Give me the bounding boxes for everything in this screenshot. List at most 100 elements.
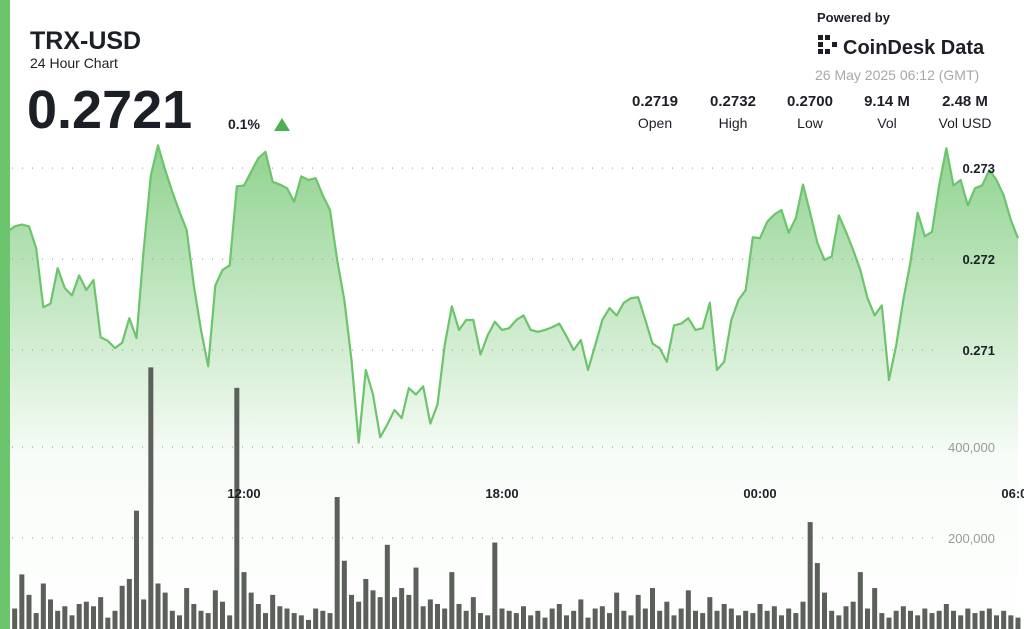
y-tick-label: 0.271 — [962, 343, 995, 358]
volume-bar — [800, 601, 806, 629]
volume-bar — [671, 615, 677, 629]
accent-strip — [0, 0, 10, 629]
volume-bar — [621, 610, 627, 629]
volume-bar — [979, 610, 985, 629]
stat-value: 0.2719 — [632, 93, 678, 110]
volume-bar — [420, 606, 426, 629]
volume-bar — [55, 610, 61, 629]
volume-bar — [757, 603, 763, 629]
volume-bar — [69, 615, 75, 629]
up-arrow — [274, 118, 290, 131]
volume-bar — [76, 603, 82, 629]
volume-bar — [506, 610, 512, 629]
volume-bar — [148, 367, 154, 629]
volume-bar — [707, 597, 713, 629]
timestamp: 26 May 2025 06:12 (GMT) — [815, 67, 979, 83]
stat-value: 0.2732 — [710, 93, 756, 110]
volume-bar — [556, 603, 562, 629]
x-tick-label: 00:00 — [743, 486, 776, 501]
volume-bar — [478, 613, 483, 629]
volume-bar — [693, 610, 698, 629]
volume-bar — [771, 606, 777, 629]
volume-bar — [893, 610, 899, 629]
y-tick-label: 0.273 — [962, 161, 995, 176]
volume-bar — [406, 594, 412, 629]
volume-bar — [664, 601, 670, 629]
volume-bar — [248, 592, 254, 629]
volume-bar — [320, 610, 326, 629]
volume-bar — [341, 560, 347, 629]
volume-bar — [750, 613, 756, 629]
volume-bar — [377, 597, 383, 629]
volume-bar — [578, 599, 584, 629]
volume-bar — [908, 610, 913, 629]
volume-bar — [872, 588, 878, 629]
y2-tick-label: 200,000 — [948, 531, 995, 546]
volume-bar — [592, 608, 598, 629]
volume-bar — [284, 608, 290, 629]
volume-bar — [19, 574, 25, 629]
volume-bar — [26, 594, 32, 629]
volume-bar — [184, 588, 190, 629]
volume-bar — [40, 583, 46, 629]
volume-bar — [399, 588, 405, 629]
volume-bar — [728, 608, 734, 629]
volume-bar — [736, 615, 741, 629]
change: 0.1% — [228, 116, 260, 132]
volume-bar — [62, 606, 68, 629]
volume-bar — [499, 608, 505, 629]
volume-bar — [162, 592, 168, 629]
volume-bar — [413, 567, 419, 629]
volume-bar — [392, 597, 397, 629]
volume-bar — [994, 615, 999, 629]
plot — [5, 144, 1021, 629]
volume-bar — [678, 608, 684, 629]
volume-bar — [929, 613, 935, 629]
volume-bar — [177, 615, 182, 629]
volume-bar — [607, 613, 612, 629]
volume-bar — [492, 542, 498, 629]
volume-bar — [879, 613, 885, 629]
volume-bar — [134, 510, 139, 629]
volume-bar — [298, 615, 304, 629]
volume-bar — [1015, 617, 1021, 629]
volume-bar — [205, 613, 211, 629]
x-tick-label: 18:00 — [485, 486, 518, 501]
subtitle: 24 Hour Chart — [30, 55, 118, 71]
volume-bar — [241, 572, 247, 629]
volume-bar — [126, 578, 132, 629]
volume-bar — [900, 606, 906, 629]
volume-bar — [700, 613, 706, 629]
volume-bar — [227, 615, 233, 629]
stat-label: Vol USD — [939, 115, 992, 131]
volume-bar — [549, 608, 555, 629]
volume-bar — [642, 608, 648, 629]
volume-bar — [449, 572, 455, 629]
logo — [818, 35, 837, 54]
volume-bar — [155, 583, 161, 629]
volume-bar — [650, 588, 655, 629]
volume-bar — [356, 601, 362, 629]
volume-bar — [599, 606, 605, 629]
stat-value: 0.2700 — [787, 93, 833, 110]
y2-tick-label: 400,000 — [948, 440, 995, 455]
volume-bar — [1001, 610, 1007, 629]
volume-bar — [513, 613, 519, 629]
volume-bar — [786, 608, 792, 629]
volume-bar — [83, 601, 89, 629]
volume-bar — [384, 544, 390, 629]
volume-bar — [829, 610, 835, 629]
volume-bar — [1008, 615, 1014, 629]
area-fill — [7, 145, 1018, 629]
volume-bar — [972, 613, 978, 629]
volume-bar — [427, 599, 433, 629]
volume-bar — [843, 606, 849, 629]
volume-bar — [277, 606, 283, 629]
volume-bar — [836, 615, 842, 629]
stat-value: 2.48 M — [942, 93, 988, 110]
volume-bar — [807, 522, 813, 629]
volume-bar — [721, 603, 727, 629]
volume-bar — [822, 592, 827, 629]
volume-bar — [291, 613, 297, 629]
volume-bar — [98, 597, 104, 629]
